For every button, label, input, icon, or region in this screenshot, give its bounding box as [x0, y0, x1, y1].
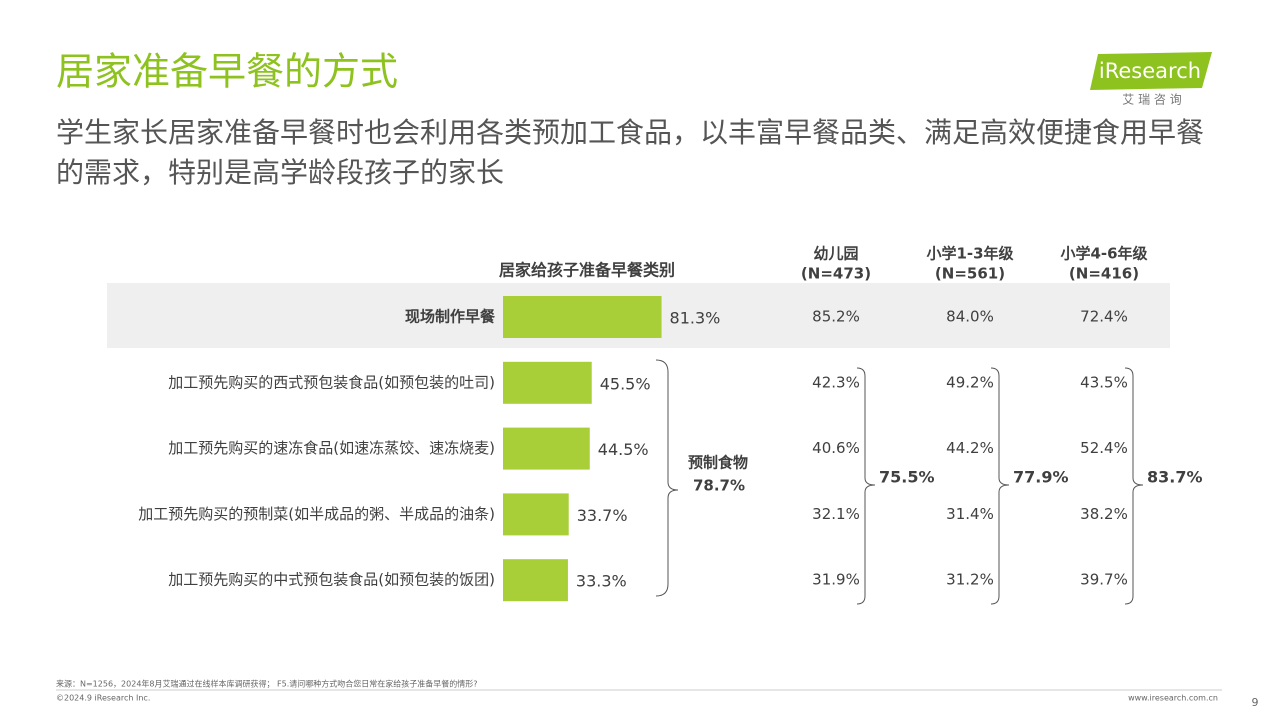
- value-label: 44.5%: [598, 440, 649, 459]
- value-label: 45.5%: [600, 374, 651, 393]
- table-value: 31.2%: [946, 571, 994, 589]
- bar: [503, 493, 569, 536]
- logo-sub: 艾 瑞 咨 询: [1122, 92, 1181, 107]
- column-header: 幼儿园: [813, 245, 858, 263]
- subtitle: 学生家长居家准备早餐时也会利用各类预加工食品，以丰富早餐品类、满足高效便捷食用早…: [56, 116, 1205, 189]
- table-value: 85.2%: [812, 308, 860, 326]
- category-label: 现场制作早餐: [405, 308, 496, 326]
- group-value: 83.7%: [1147, 468, 1203, 487]
- group-value: 75.5%: [879, 468, 935, 487]
- table-value: 31.4%: [946, 505, 994, 523]
- column-bracket: [1124, 367, 1144, 605]
- table-value: 31.9%: [812, 571, 860, 589]
- page-number: 9: [1252, 696, 1259, 709]
- slide-title: 居家准备早餐的方式: [56, 50, 398, 94]
- table-value: 32.1%: [812, 505, 860, 523]
- category-label: 加工预先购买的中式预包装食品(如预包装的饭团): [168, 571, 495, 589]
- column-n: (N=416): [1069, 265, 1139, 283]
- table-value: 44.2%: [946, 439, 994, 457]
- group-value: 77.9%: [1013, 468, 1069, 487]
- source: 来源：N=1256，2024年8月艾瑞通过在线样本库调研获得； F5.请问哪种方…: [56, 679, 478, 689]
- group-label: 预制食物: [688, 454, 748, 472]
- copyright: ©2024.9 iResearch Inc.: [56, 694, 150, 703]
- column-header: 小学4-6年级: [1060, 245, 1148, 263]
- value-label: 81.3%: [670, 309, 721, 328]
- table-value: 84.0%: [946, 308, 994, 326]
- column-n: (N=561): [935, 265, 1005, 283]
- table-value: 72.4%: [1080, 308, 1128, 326]
- table-value: 38.2%: [1080, 505, 1128, 523]
- bar: [503, 361, 592, 404]
- table-value: 52.4%: [1080, 439, 1128, 457]
- bar: [503, 296, 662, 338]
- group-value: 78.7%: [693, 477, 745, 495]
- chart-title: 居家给孩子准备早餐类别: [499, 261, 675, 280]
- value-label: 33.7%: [577, 506, 628, 525]
- table-value: 43.5%: [1080, 373, 1128, 391]
- column-n: (N=473): [801, 265, 871, 283]
- url: www.iresearch.com.cn: [1128, 694, 1218, 703]
- bar: [503, 427, 590, 470]
- category-label: 加工预先购买的预制菜(如半成品的粥、半成品的油条): [138, 505, 495, 523]
- logo-shape: [1090, 52, 1212, 90]
- table-value: 42.3%: [812, 373, 860, 391]
- category-label: 加工预先购买的速冻食品(如速冻蒸饺、速冻烧麦): [168, 439, 495, 457]
- logo: iResearch: [1099, 59, 1201, 83]
- table-value: 49.2%: [946, 373, 994, 391]
- bar: [503, 559, 568, 602]
- group-bracket: [655, 359, 679, 597]
- table-value: 40.6%: [812, 439, 860, 457]
- table-value: 39.7%: [1080, 571, 1128, 589]
- category-label: 加工预先购买的西式预包装食品(如预包装的吐司): [168, 373, 495, 391]
- column-bracket: [856, 367, 876, 605]
- column-header: 小学1-3年级: [926, 245, 1014, 263]
- value-label: 33.3%: [576, 572, 627, 591]
- column-bracket: [990, 367, 1010, 605]
